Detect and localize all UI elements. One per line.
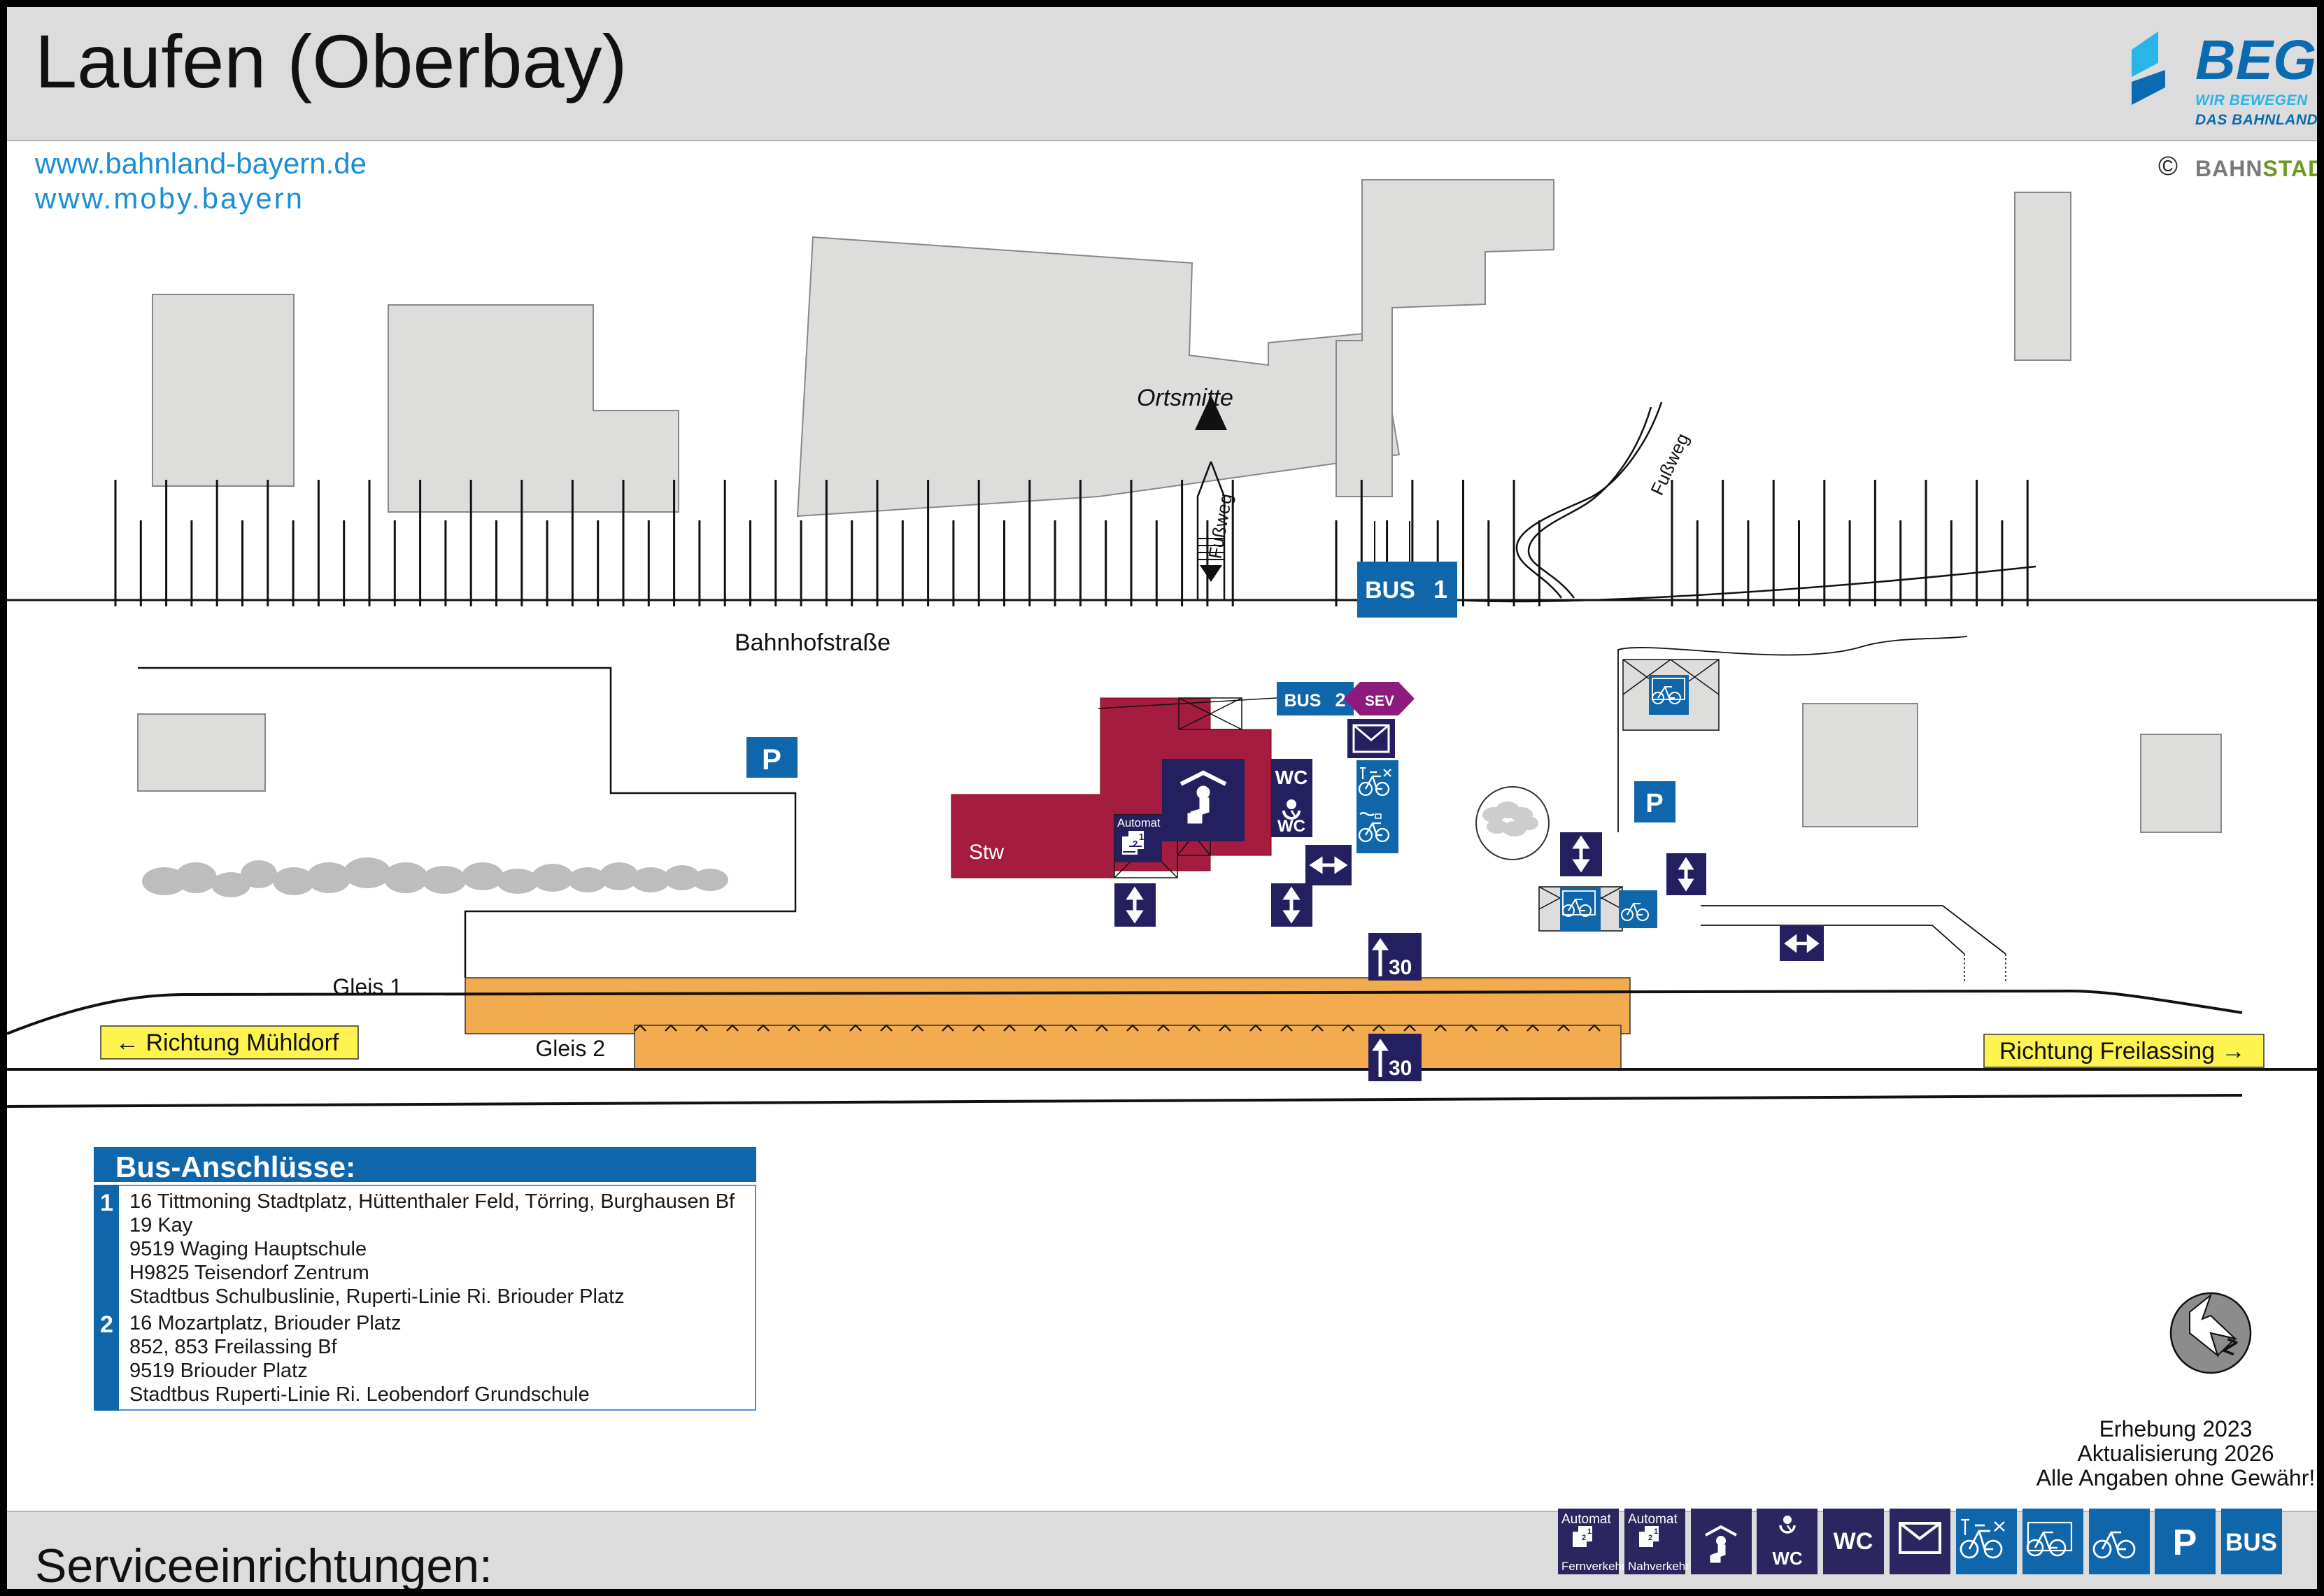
svg-text:WC: WC xyxy=(1834,1528,1873,1555)
svg-text:P: P xyxy=(2173,1523,2197,1563)
svg-text:Automat: Automat xyxy=(1561,1512,1611,1527)
svg-text:Fernverkehr: Fernverkehr xyxy=(1561,1560,1626,1573)
svg-text:WC: WC xyxy=(1772,1548,1803,1569)
svg-text:Automat: Automat xyxy=(1628,1512,1678,1527)
svg-text:2: 2 xyxy=(1648,1534,1652,1542)
svg-text:Nahverkehr: Nahverkehr xyxy=(1628,1560,1689,1573)
svg-text:1: 1 xyxy=(1654,1527,1658,1536)
svg-text:1: 1 xyxy=(1587,1527,1592,1536)
svg-text:2: 2 xyxy=(1582,1534,1586,1542)
svg-text:BUS: BUS xyxy=(2225,1529,2277,1556)
